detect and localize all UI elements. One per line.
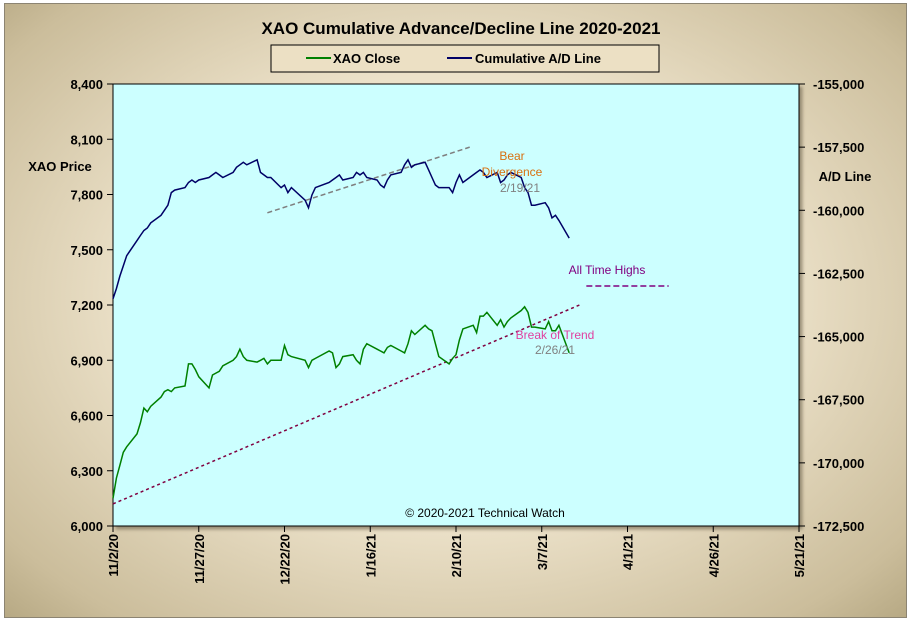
x-axis: 11/2/20 11/27/20 12/22/20 1/16/21 2/10/21 3/7… [106,526,807,585]
x-tick-label: 1/16/21 [363,534,378,577]
y-left-tick-label: 6,300 [70,464,103,479]
y-axis-right: -172,500 -170,000 -167,500 -165,000 -162,500… [799,77,864,534]
break-date-label: 2/26/21 [535,343,575,357]
plot-area [112,83,800,527]
ad-bear-trendline [267,146,470,214]
y-left-tick-label: 8,100 [70,132,103,147]
y-left-tick-label: 7,200 [70,298,103,313]
y-left-tick-label: 8,400 [70,77,103,92]
legend-label-xao-close: XAO Close [333,51,400,66]
y-left-tick-label: 7,800 [70,188,103,203]
break-of-trend-label: Break of Trend [516,328,595,342]
bear-date-label: 2/19/21 [500,181,540,195]
x-tick-label: 3/7/21 [535,534,550,570]
x-tick-label: 5/21/21 [792,534,807,577]
chart-title: XAO Cumulative Advance/Decline Line 2020… [261,19,660,38]
y-right-tick-label: -167,500 [813,393,864,408]
all-time-highs-label: All Time Highs [569,263,646,277]
y-right-tick-label: -172,500 [813,519,864,534]
x-tick-label: 12/22/20 [278,534,293,585]
y-right-tick-label: -160,000 [813,203,864,218]
y-right-tick-label: -162,500 [813,266,864,281]
x-tick-label: 11/2/20 [106,534,121,577]
y-left-tick-label: 7,500 [70,243,103,258]
y-axis-right-title: A/D Line [819,169,872,184]
x-tick-label: 4/1/21 [621,534,636,570]
divergence-label: Divergence [482,165,543,179]
x-tick-label: 2/10/21 [449,534,464,577]
x-tick-label: 11/27/20 [192,534,207,584]
series-line-xao-close [112,305,570,499]
x-tick-label: 4/26/21 [706,534,721,577]
xao-trendline [112,304,580,505]
y-left-tick-label: 6,600 [70,409,103,424]
legend-label-ad-line: Cumulative A/D Line [475,51,601,66]
y-right-tick-label: -165,000 [813,330,864,345]
y-left-tick-label: 6,900 [70,353,103,368]
y-right-tick-label: -170,000 [813,456,864,471]
y-axis-left-title: XAO Price [28,159,92,174]
copyright-text: © 2020-2021 Technical Watch [405,506,565,520]
y-right-tick-label: -157,500 [813,140,864,155]
legend: XAO Close Cumulative A/D Line [270,44,660,73]
bear-label: Bear [499,149,524,163]
y-right-tick-label: -155,000 [813,77,864,92]
series-line-ad-line [112,158,570,299]
y-axis-left: 6,000 6,300 6,600 6,900 7,200 7,500 7,800 8,100… [70,77,113,534]
y-left-tick-label: 6,000 [70,519,103,534]
